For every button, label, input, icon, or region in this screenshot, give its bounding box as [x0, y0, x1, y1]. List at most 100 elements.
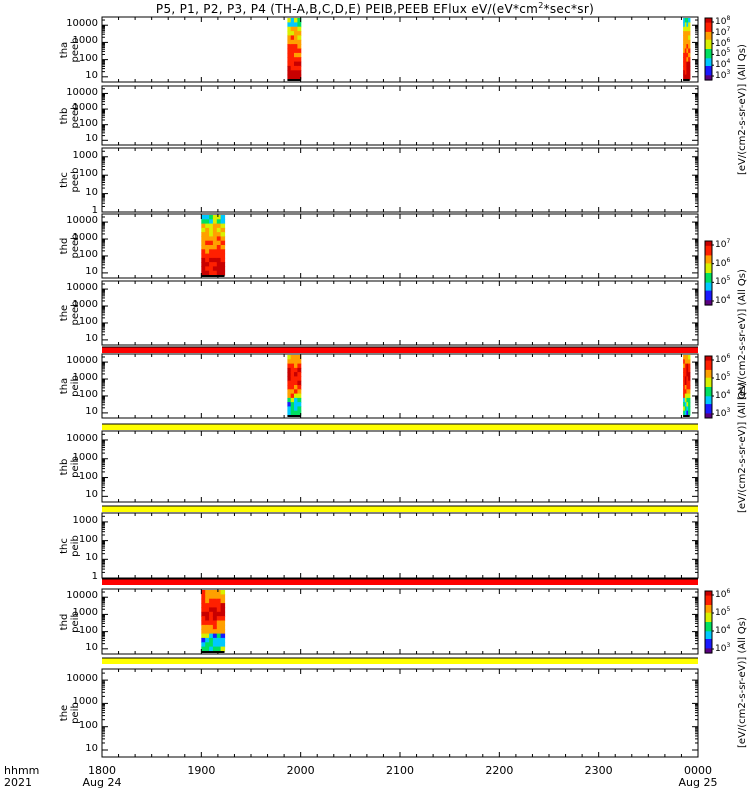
spectrogram-cell	[287, 48, 292, 54]
spectrogram-cell	[294, 363, 298, 369]
y-tick-label: 1000	[72, 149, 98, 161]
spectrogram-cell	[290, 376, 295, 382]
spectrogram-cell	[683, 359, 686, 365]
spectrogram-cell	[216, 646, 222, 652]
spectrogram-cell	[287, 402, 292, 407]
colorbar-tick-label: 106	[715, 37, 730, 49]
spectrogram-cell	[686, 57, 689, 63]
colorbar-segment	[705, 411, 712, 414]
spectrogram-cell	[688, 52, 691, 58]
spectrogram-cell	[209, 616, 214, 622]
spectrogram-cell	[686, 48, 689, 54]
spectrogram-cell	[684, 39, 688, 45]
panel-label: the peib	[59, 688, 83, 738]
panel-label-product: peib	[70, 455, 81, 478]
colorbar-segment	[705, 387, 712, 390]
spectrogram-cell	[686, 31, 689, 37]
spectrogram-cell	[297, 57, 302, 63]
spectrogram-cell	[294, 57, 298, 63]
y-tick-label: 10	[85, 69, 98, 81]
spectrogram-cell	[220, 598, 226, 604]
colorbar-segment	[705, 73, 712, 76]
spectrogram-cell	[216, 257, 222, 263]
colorbar-segment	[705, 642, 712, 645]
spectrogram-cell	[297, 363, 302, 369]
colorbar-tick-exp: 7	[726, 238, 731, 245]
colorbar-tick-label: 104	[715, 389, 730, 401]
colorbar-segment	[705, 639, 712, 642]
spectrogram-cell	[205, 270, 210, 276]
colorbar-segment	[705, 391, 712, 394]
spectrogram-cell	[287, 376, 292, 382]
spectrogram-cell	[216, 270, 222, 276]
spectrogram-cell	[297, 410, 302, 416]
spectrogram-cell	[684, 402, 688, 407]
panel-label-product: peeb	[70, 300, 81, 326]
colorbar-tick-exp: 6	[726, 256, 731, 264]
y-tick-label: 1000	[72, 232, 98, 243]
y-tick-label: 100	[78, 249, 98, 260]
spectrogram-cell	[212, 607, 218, 613]
colorbar-segment	[705, 598, 712, 601]
colorbar-tick-exp: 3	[726, 69, 731, 76]
spectrogram-cell	[294, 380, 298, 386]
colorbar-segment	[705, 265, 712, 268]
spectrogram-cell	[220, 219, 226, 225]
spectrogram-cell	[209, 594, 214, 600]
colorbar-tick-base: 10	[715, 355, 727, 365]
spectrogram-cell	[290, 393, 295, 399]
spectrogram-cell	[220, 215, 226, 220]
spectrogram-cell	[212, 262, 218, 267]
spectrogram-cell	[683, 48, 686, 54]
spectrogram-cell	[688, 363, 691, 369]
spectrogram-cell	[212, 236, 218, 242]
colorbar-segment	[705, 61, 712, 64]
colorbar-tick-label: 106	[715, 257, 730, 269]
spectrogram-cell	[201, 257, 206, 263]
spectrogram-cell	[212, 598, 218, 604]
y-tick-label: 10	[85, 641, 98, 653]
spectrogram-cell	[220, 590, 226, 595]
spectrogram-cell	[205, 598, 210, 604]
x-tick-label: 2300	[569, 765, 629, 777]
spectrogram-cell	[205, 266, 210, 272]
colorbar-tick-label: 104	[715, 58, 730, 70]
colorbar-segment	[705, 33, 712, 36]
x-row-label-time: hhmm	[4, 764, 40, 777]
spectrogram-cell	[290, 380, 295, 386]
panel-label: thd peib	[59, 597, 83, 647]
y-tick-label: 10	[85, 405, 98, 417]
spectrogram-cell	[220, 249, 226, 255]
spectrogram-cell	[688, 48, 691, 54]
spectrogram-cell	[287, 372, 292, 377]
spectrogram-cell	[683, 26, 686, 32]
colorbar-tick-exp: 6	[726, 588, 731, 595]
spectrogram-cell	[688, 65, 691, 71]
spectrogram-cell	[686, 74, 689, 80]
spectrogram-cell	[686, 402, 689, 407]
spectrogram-cell	[205, 227, 210, 233]
colorbar-segment	[705, 38, 712, 41]
colorbar-segment	[705, 380, 712, 383]
spectrogram-cell	[287, 35, 292, 41]
spectrogram-cell	[201, 629, 206, 635]
spectrogram-cell	[205, 646, 210, 652]
x-row-label-year: 2021	[4, 776, 32, 789]
spectrogram-cell	[201, 215, 206, 220]
spectrogram-cell	[205, 607, 210, 613]
colorbar-segment	[705, 45, 712, 48]
spectrogram-cell	[216, 266, 222, 272]
y-tick-label: 10000	[66, 282, 98, 294]
panel-label-product: peeb	[70, 37, 81, 62]
colorbar-segment	[705, 594, 712, 597]
spectrogram-cell	[684, 355, 688, 360]
colorbar-segment	[705, 30, 712, 33]
spectrogram-cell	[686, 35, 689, 41]
spectrogram-cell	[684, 35, 688, 41]
spectrogram-cell	[683, 402, 686, 407]
spectrogram-cell	[209, 266, 214, 272]
spectrogram-cell	[297, 18, 302, 23]
spectrogram-cell	[684, 406, 688, 412]
colorbar-segment	[705, 22, 712, 25]
spectrogram-cell	[684, 397, 688, 403]
